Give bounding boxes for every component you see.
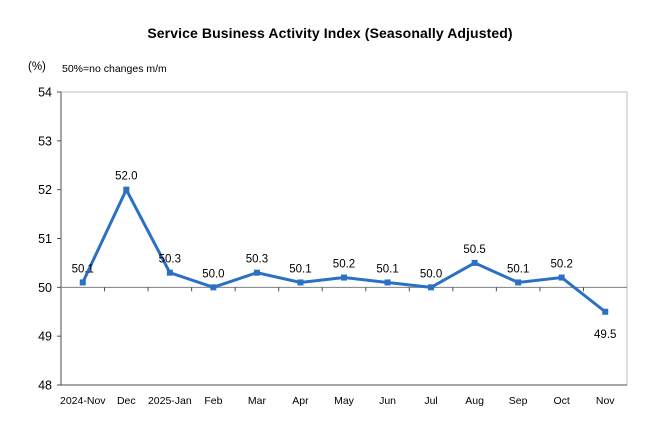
data-point-label: 50.3 xyxy=(159,254,181,266)
data-point-label: 50.1 xyxy=(376,263,398,275)
data-point-marker xyxy=(515,279,522,286)
data-point-marker xyxy=(210,284,217,291)
y-axis-tick-label: 49 xyxy=(38,330,52,344)
data-point-marker xyxy=(79,279,86,286)
data-point-marker xyxy=(297,279,304,286)
data-point-marker xyxy=(558,274,565,281)
y-axis-tick-label: 52 xyxy=(38,183,52,197)
data-point-marker xyxy=(428,284,435,291)
data-point-label: 50.0 xyxy=(420,268,442,280)
data-point-label: 50.1 xyxy=(72,263,94,275)
x-axis-tick-label: Jul xyxy=(424,395,437,407)
y-axis-tick-label: 50 xyxy=(38,281,52,295)
y-axis-tick-label: 48 xyxy=(38,379,52,393)
x-axis-tick-label: Sep xyxy=(509,395,528,407)
data-point-label: 50.5 xyxy=(463,244,485,256)
data-point-label: 49.5 xyxy=(594,329,616,341)
data-point-label: 50.1 xyxy=(289,263,311,275)
x-axis-tick-label: Oct xyxy=(554,395,570,407)
data-point-label: 50.2 xyxy=(333,259,355,271)
chart-subtitle: 50%=no changes m/m xyxy=(62,63,167,75)
x-axis-tick-label: 2025-Jan xyxy=(148,395,192,407)
data-point-marker xyxy=(123,186,130,193)
data-point-label: 50.0 xyxy=(202,268,224,280)
x-axis-tick-label: 2024-Nov xyxy=(60,395,106,407)
x-axis-tick-label: Mar xyxy=(248,395,267,407)
data-point-marker xyxy=(384,279,391,286)
chart-title: Service Business Activity Index (Seasona… xyxy=(147,25,513,41)
y-axis-tick-label: 53 xyxy=(38,134,52,148)
x-axis-tick-label: Feb xyxy=(204,395,222,407)
x-axis-tick-label: Nov xyxy=(596,395,615,407)
data-point-label: 52.0 xyxy=(115,171,137,183)
y-axis-tick-label: 54 xyxy=(38,86,52,100)
data-point-marker xyxy=(341,274,347,281)
data-point-label: 50.1 xyxy=(507,263,529,275)
data-point-label: 50.2 xyxy=(550,259,572,271)
data-point-marker xyxy=(253,269,260,276)
x-axis-tick-label: Aug xyxy=(465,395,484,407)
series-line xyxy=(81,186,607,313)
x-axis-tick-label: Apr xyxy=(292,395,309,407)
x-axis-tick-label: May xyxy=(334,395,355,407)
y-axis-unit-label: (%) xyxy=(28,61,46,73)
x-axis-tick-label: Dec xyxy=(117,395,136,407)
data-point-label: 50.3 xyxy=(246,254,268,266)
y-axis-tick-label: 51 xyxy=(38,232,52,246)
data-point-marker xyxy=(602,308,609,315)
x-axis-tick-label: Jun xyxy=(379,395,396,407)
data-point-marker xyxy=(166,269,173,276)
data-point-marker xyxy=(471,259,478,266)
